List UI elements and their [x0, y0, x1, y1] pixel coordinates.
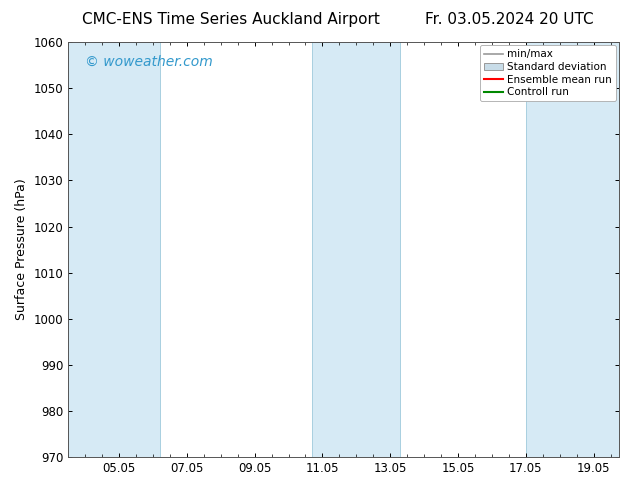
- Bar: [312, 42, 400, 457]
- Bar: [68, 42, 160, 457]
- Text: Fr. 03.05.2024 20 UTC: Fr. 03.05.2024 20 UTC: [425, 12, 593, 27]
- Legend: min/max, Standard deviation, Ensemble mean run, Controll run: min/max, Standard deviation, Ensemble me…: [480, 45, 616, 101]
- Bar: [526, 42, 619, 457]
- Y-axis label: Surface Pressure (hPa): Surface Pressure (hPa): [15, 179, 28, 320]
- Text: © woweather.com: © woweather.com: [85, 54, 212, 69]
- Text: CMC-ENS Time Series Auckland Airport: CMC-ENS Time Series Auckland Airport: [82, 12, 380, 27]
